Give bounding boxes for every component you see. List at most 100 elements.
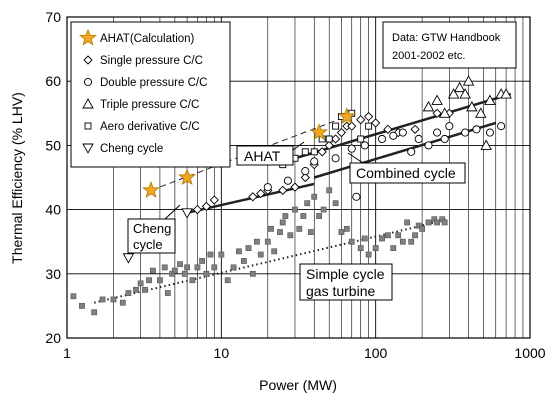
data-point-diamond <box>383 124 393 134</box>
data-point-star <box>337 107 356 125</box>
x-tick-label: 10 <box>214 345 230 361</box>
legend-label: Cheng cycle <box>100 143 163 155</box>
data-point-gray-square <box>142 286 148 293</box>
data-point-gray-square <box>304 200 311 207</box>
legend-marker-triangle-down <box>82 143 94 154</box>
data-point-gray-square <box>379 235 385 242</box>
annotation-simple-cycle: Simple cycle gas turbine <box>299 263 393 301</box>
data-point-diamond <box>363 111 374 122</box>
data-point-gray-square <box>320 206 327 213</box>
data-point-star <box>310 123 329 141</box>
data-point-gray-square <box>211 264 218 271</box>
data-point-gray-square <box>203 270 210 277</box>
data-point-gray-square <box>268 225 274 232</box>
data-point-diamond <box>209 195 219 205</box>
legend: AHAT(Calculation) Single pressure C/C Doub… <box>70 21 231 168</box>
y-tick-label: 70 <box>45 9 61 25</box>
annotation-simple-cycle-text-2: gas turbine <box>306 283 375 299</box>
data-point-circle <box>485 128 494 137</box>
data-point-circle <box>424 141 433 150</box>
data-point-gray-square <box>157 277 163 284</box>
data-point-diamond <box>324 140 334 151</box>
plot-frame <box>66 16 531 339</box>
data-point-diamond <box>256 188 266 199</box>
data-point-square <box>365 122 373 130</box>
data-point-gray-square <box>161 264 168 271</box>
data-point-gray-square <box>311 193 318 200</box>
data-point-gray-square <box>207 251 214 258</box>
annotation-combined-cycle: Combined cycle <box>347 152 466 184</box>
legend-marker-circle <box>83 77 93 87</box>
data-points <box>70 75 512 316</box>
legend-label: AHAT(Calculation) <box>100 33 195 45</box>
data-point-gray-square <box>119 299 126 306</box>
legend-marker-diamond <box>83 55 93 65</box>
data-point-gray-square <box>137 280 144 287</box>
data-point-gray-square <box>125 290 132 296</box>
data-point-gray-square <box>184 264 190 271</box>
data-point-gray-square <box>224 277 231 284</box>
data-point-gray-square <box>395 232 402 239</box>
y-tick-labels: 20 30 40 50 60 70 <box>45 9 61 346</box>
data-point-triangle-up <box>484 94 496 105</box>
y-tick-label: 40 <box>45 202 61 218</box>
source-note-box <box>382 21 517 69</box>
data-point-triangle-up <box>480 139 492 150</box>
x-tick-labels: 1 10 100 1000 <box>63 345 546 361</box>
data-point-gray-square <box>277 229 283 235</box>
data-point-gray-square <box>415 222 422 229</box>
data-point-gray-square <box>146 277 152 284</box>
data-point-gray-square <box>230 264 237 271</box>
annotation-cheng-text-1: Cheng <box>133 221 171 236</box>
data-point-square <box>357 135 365 143</box>
data-point-diamond <box>300 172 310 183</box>
x-axis-label: Power (MW) <box>259 377 337 393</box>
data-point-circle <box>283 176 292 185</box>
data-point-circle <box>331 154 340 163</box>
legend-marker-square <box>84 122 92 130</box>
data-point-gray-square <box>399 238 406 245</box>
data-point-circle <box>445 122 454 131</box>
data-point-gray-square <box>171 267 178 274</box>
data-point-gray-square <box>390 245 397 252</box>
data-point-gray-square <box>408 238 415 245</box>
data-point-gray-square <box>326 187 333 194</box>
data-point-triangle-up <box>475 107 487 118</box>
y-tick-label: 20 <box>45 330 61 346</box>
annotation-cheng-text-2: cycle <box>133 237 163 252</box>
annotation-combined-cycle-leader <box>347 152 364 164</box>
data-point-gray-square <box>177 261 183 268</box>
annotation-ahat-text: AHAT <box>244 148 281 164</box>
data-point-gray-square <box>296 225 303 232</box>
x-tick-label: 1000 <box>514 345 545 361</box>
data-point-gray-square <box>181 270 188 277</box>
data-point-square <box>301 148 309 156</box>
data-point-gray-square <box>199 258 205 264</box>
data-point-triangle-up <box>438 107 451 118</box>
data-point-gray-square <box>164 290 171 296</box>
data-point-circle <box>310 157 319 166</box>
data-point-circle <box>472 125 481 134</box>
data-point-triangle-up <box>453 81 466 93</box>
data-point-gray-square <box>343 225 350 232</box>
data-point-gray-square <box>441 219 448 226</box>
data-point-gray-square <box>218 251 225 258</box>
source-note-line-1: Data: GTW Handbook <box>392 32 501 44</box>
data-point-triangle-up <box>500 88 512 99</box>
data-point-gray-square <box>194 264 201 271</box>
data-point-circle <box>407 147 416 156</box>
data-point-circle <box>461 128 470 137</box>
data-point-gray-square <box>361 235 368 242</box>
data-point-gray-square <box>307 229 314 235</box>
data-point-square <box>325 135 333 143</box>
data-point-diamond <box>347 121 357 131</box>
data-point-gray-square <box>425 219 432 226</box>
data-point-square <box>310 148 318 156</box>
data-point-circle <box>440 134 449 144</box>
data-point-gray-square <box>332 200 339 207</box>
data-point-gray-square <box>338 229 345 235</box>
data-point-triangle-up <box>447 88 460 99</box>
data-point-triangle-down <box>181 208 193 219</box>
data-point-gray-square <box>292 206 298 213</box>
